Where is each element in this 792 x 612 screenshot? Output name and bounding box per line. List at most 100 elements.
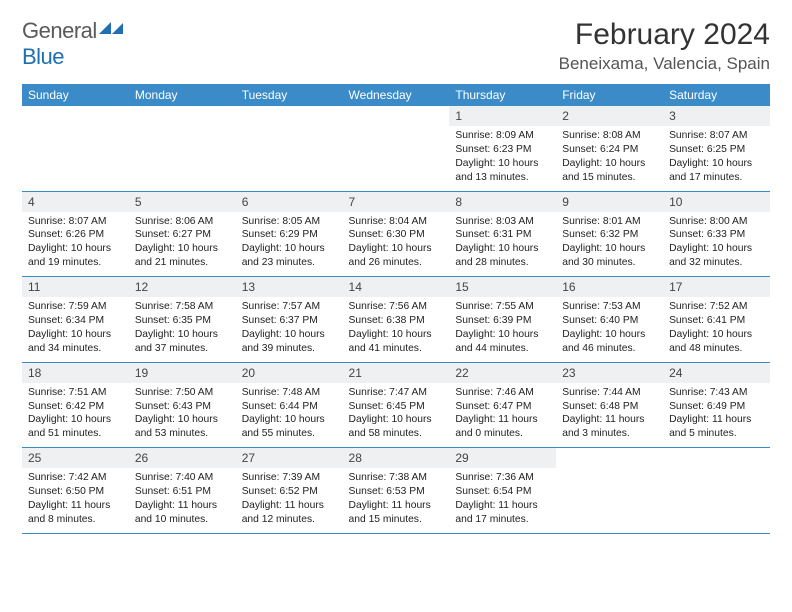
day-data: Sunrise: 8:03 AMSunset: 6:31 PMDaylight:… (449, 212, 556, 277)
sunrise-line: Sunrise: 7:39 AM (242, 471, 337, 485)
sunrise-line: Sunrise: 7:48 AM (242, 386, 337, 400)
calendar-cell: 14Sunrise: 7:56 AMSunset: 6:38 PMDayligh… (343, 277, 450, 363)
sunrise-line: Sunrise: 7:40 AM (135, 471, 230, 485)
logo-icon (99, 20, 125, 38)
day-header: Friday (556, 84, 663, 106)
sunset-line: Sunset: 6:48 PM (562, 400, 657, 414)
day-data: Sunrise: 7:53 AMSunset: 6:40 PMDaylight:… (556, 297, 663, 362)
daylight-line: Daylight: 10 hours and 30 minutes. (562, 242, 657, 270)
calendar-week: 18Sunrise: 7:51 AMSunset: 6:42 PMDayligh… (22, 362, 770, 448)
calendar-cell: 2Sunrise: 8:08 AMSunset: 6:24 PMDaylight… (556, 106, 663, 191)
sunrise-line: Sunrise: 7:55 AM (455, 300, 550, 314)
day-number: 2 (556, 106, 663, 126)
day-data: Sunrise: 7:44 AMSunset: 6:48 PMDaylight:… (556, 383, 663, 448)
day-number: 7 (343, 192, 450, 212)
calendar-cell: 4Sunrise: 8:07 AMSunset: 6:26 PMDaylight… (22, 191, 129, 277)
day-number: 8 (449, 192, 556, 212)
day-data: Sunrise: 7:48 AMSunset: 6:44 PMDaylight:… (236, 383, 343, 448)
daylight-line: Daylight: 10 hours and 32 minutes. (669, 242, 764, 270)
header: GeneralBlue February 2024 Beneixama, Val… (22, 18, 770, 74)
calendar-cell: 6Sunrise: 8:05 AMSunset: 6:29 PMDaylight… (236, 191, 343, 277)
day-data: Sunrise: 8:05 AMSunset: 6:29 PMDaylight:… (236, 212, 343, 277)
calendar-cell: 23Sunrise: 7:44 AMSunset: 6:48 PMDayligh… (556, 362, 663, 448)
sunset-line: Sunset: 6:26 PM (28, 228, 123, 242)
day-data: Sunrise: 7:50 AMSunset: 6:43 PMDaylight:… (129, 383, 236, 448)
sunrise-line: Sunrise: 8:03 AM (455, 215, 550, 229)
calendar-cell: 5Sunrise: 8:06 AMSunset: 6:27 PMDaylight… (129, 191, 236, 277)
daylight-line: Daylight: 10 hours and 19 minutes. (28, 242, 123, 270)
sunset-line: Sunset: 6:25 PM (669, 143, 764, 157)
sunset-line: Sunset: 6:47 PM (455, 400, 550, 414)
day-number: 27 (236, 448, 343, 468)
day-number: 10 (663, 192, 770, 212)
sunset-line: Sunset: 6:42 PM (28, 400, 123, 414)
calendar-cell: 8Sunrise: 8:03 AMSunset: 6:31 PMDaylight… (449, 191, 556, 277)
calendar-cell: 19Sunrise: 7:50 AMSunset: 6:43 PMDayligh… (129, 362, 236, 448)
sunset-line: Sunset: 6:35 PM (135, 314, 230, 328)
sunrise-line: Sunrise: 7:46 AM (455, 386, 550, 400)
day-data: Sunrise: 7:55 AMSunset: 6:39 PMDaylight:… (449, 297, 556, 362)
day-data: Sunrise: 7:51 AMSunset: 6:42 PMDaylight:… (22, 383, 129, 448)
day-number: 16 (556, 277, 663, 297)
sunrise-line: Sunrise: 8:08 AM (562, 129, 657, 143)
sunrise-line: Sunrise: 8:07 AM (28, 215, 123, 229)
day-number: 1 (449, 106, 556, 126)
day-data: Sunrise: 7:39 AMSunset: 6:52 PMDaylight:… (236, 468, 343, 533)
daylight-line: Daylight: 10 hours and 34 minutes. (28, 328, 123, 356)
calendar-cell: 29Sunrise: 7:36 AMSunset: 6:54 PMDayligh… (449, 448, 556, 534)
daylight-line: Daylight: 11 hours and 5 minutes. (669, 413, 764, 441)
sunrise-line: Sunrise: 7:42 AM (28, 471, 123, 485)
daylight-line: Daylight: 10 hours and 44 minutes. (455, 328, 550, 356)
brand-part2: Blue (22, 44, 64, 69)
sunrise-line: Sunrise: 8:01 AM (562, 215, 657, 229)
calendar-cell: 16Sunrise: 7:53 AMSunset: 6:40 PMDayligh… (556, 277, 663, 363)
daylight-line: Daylight: 10 hours and 51 minutes. (28, 413, 123, 441)
daylight-line: Daylight: 10 hours and 21 minutes. (135, 242, 230, 270)
sunset-line: Sunset: 6:39 PM (455, 314, 550, 328)
daylight-line: Daylight: 11 hours and 10 minutes. (135, 499, 230, 527)
day-data: Sunrise: 7:40 AMSunset: 6:51 PMDaylight:… (129, 468, 236, 533)
calendar-cell: 13Sunrise: 7:57 AMSunset: 6:37 PMDayligh… (236, 277, 343, 363)
day-number: 25 (22, 448, 129, 468)
sunrise-line: Sunrise: 7:47 AM (349, 386, 444, 400)
sunrise-line: Sunrise: 7:38 AM (349, 471, 444, 485)
sunset-line: Sunset: 6:44 PM (242, 400, 337, 414)
title-block: February 2024 Beneixama, Valencia, Spain (559, 18, 770, 74)
calendar-cell: 12Sunrise: 7:58 AMSunset: 6:35 PMDayligh… (129, 277, 236, 363)
sunrise-line: Sunrise: 7:59 AM (28, 300, 123, 314)
day-number: 6 (236, 192, 343, 212)
day-data: Sunrise: 7:58 AMSunset: 6:35 PMDaylight:… (129, 297, 236, 362)
calendar-week: 1Sunrise: 8:09 AMSunset: 6:23 PMDaylight… (22, 106, 770, 191)
calendar-cell: 17Sunrise: 7:52 AMSunset: 6:41 PMDayligh… (663, 277, 770, 363)
sunrise-line: Sunrise: 7:57 AM (242, 300, 337, 314)
calendar-page: GeneralBlue February 2024 Beneixama, Val… (0, 0, 792, 546)
month-title: February 2024 (559, 18, 770, 52)
calendar-week: 4Sunrise: 8:07 AMSunset: 6:26 PMDaylight… (22, 191, 770, 277)
calendar-cell (236, 106, 343, 191)
sunset-line: Sunset: 6:54 PM (455, 485, 550, 499)
calendar-cell: 18Sunrise: 7:51 AMSunset: 6:42 PMDayligh… (22, 362, 129, 448)
daylight-line: Daylight: 10 hours and 13 minutes. (455, 157, 550, 185)
brand-text: GeneralBlue (22, 18, 125, 70)
calendar-cell: 28Sunrise: 7:38 AMSunset: 6:53 PMDayligh… (343, 448, 450, 534)
sunset-line: Sunset: 6:23 PM (455, 143, 550, 157)
calendar-cell: 24Sunrise: 7:43 AMSunset: 6:49 PMDayligh… (663, 362, 770, 448)
calendar-cell (556, 448, 663, 534)
day-number: 24 (663, 363, 770, 383)
sunset-line: Sunset: 6:31 PM (455, 228, 550, 242)
sunset-line: Sunset: 6:49 PM (669, 400, 764, 414)
day-data: Sunrise: 8:07 AMSunset: 6:26 PMDaylight:… (22, 212, 129, 277)
sunrise-line: Sunrise: 8:04 AM (349, 215, 444, 229)
day-number: 21 (343, 363, 450, 383)
day-number: 15 (449, 277, 556, 297)
daylight-line: Daylight: 11 hours and 12 minutes. (242, 499, 337, 527)
calendar-body: 1Sunrise: 8:09 AMSunset: 6:23 PMDaylight… (22, 106, 770, 533)
daylight-line: Daylight: 11 hours and 3 minutes. (562, 413, 657, 441)
sunset-line: Sunset: 6:37 PM (242, 314, 337, 328)
daylight-line: Daylight: 10 hours and 39 minutes. (242, 328, 337, 356)
daylight-line: Daylight: 10 hours and 48 minutes. (669, 328, 764, 356)
sunset-line: Sunset: 6:41 PM (669, 314, 764, 328)
calendar-cell: 7Sunrise: 8:04 AMSunset: 6:30 PMDaylight… (343, 191, 450, 277)
sunset-line: Sunset: 6:51 PM (135, 485, 230, 499)
sunset-line: Sunset: 6:38 PM (349, 314, 444, 328)
